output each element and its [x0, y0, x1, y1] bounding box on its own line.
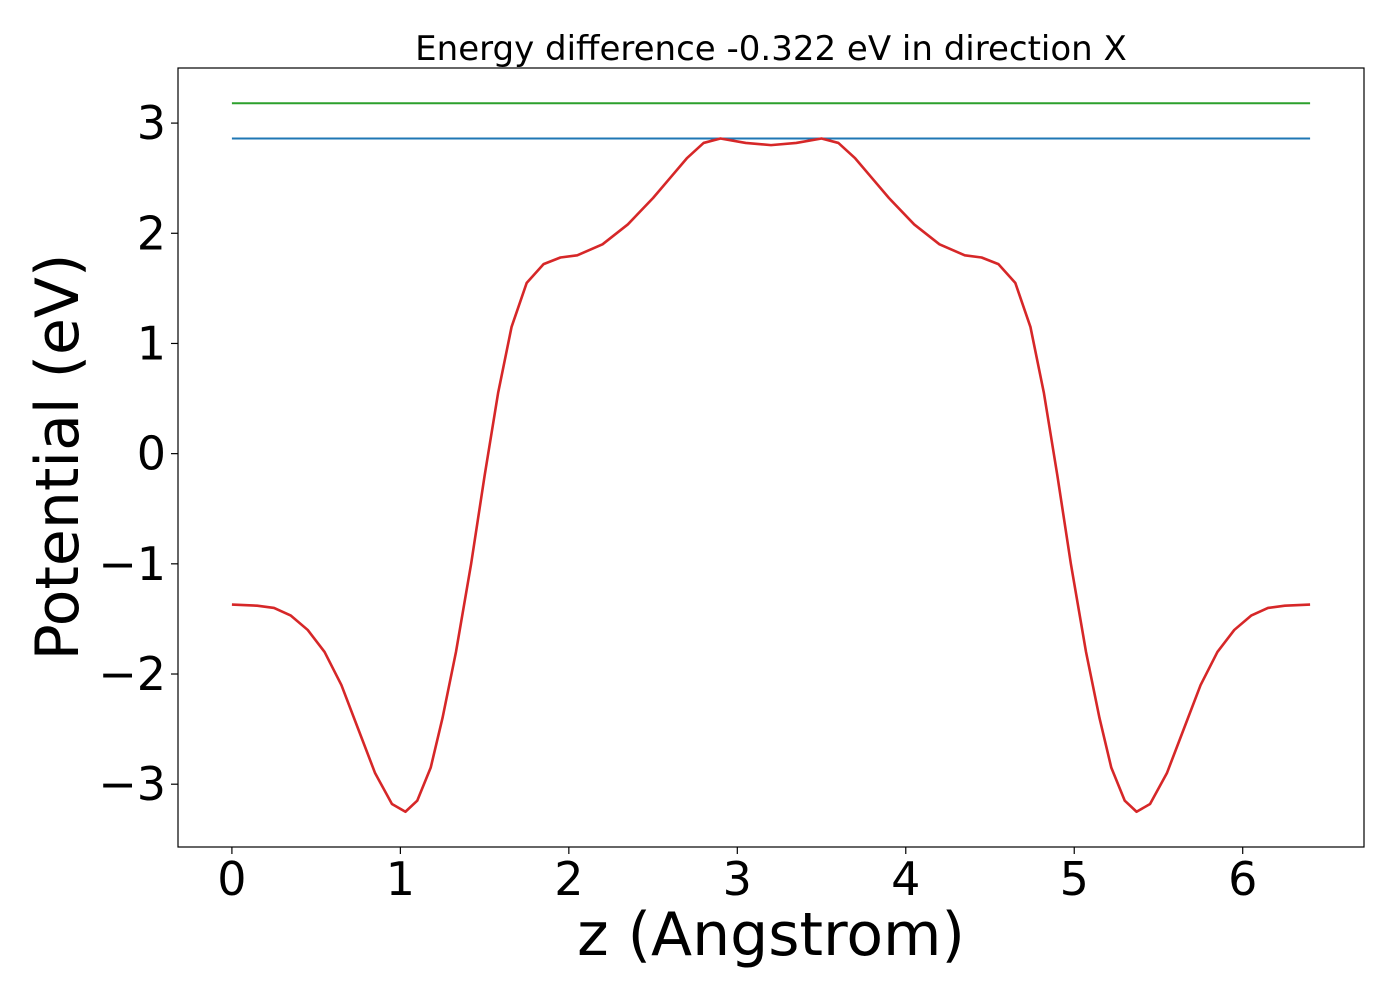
y-tick-label: −2 [98, 647, 166, 701]
y-tick-label: 0 [137, 427, 166, 481]
x-tick-label: 6 [1228, 852, 1257, 906]
y-tick-label: −3 [98, 757, 166, 811]
x-tick-label: 4 [891, 852, 920, 906]
series-line-2 [231, 137, 1311, 814]
y-axis-label: Potential (eV) [23, 254, 93, 661]
y-tick-label: 1 [137, 316, 166, 370]
x-tick-label: 2 [554, 852, 583, 906]
chart-title: Energy difference -0.322 eV in direction… [415, 29, 1127, 69]
plot-frame [177, 67, 1365, 848]
x-tick-label: 5 [1060, 852, 1089, 906]
y-tick-label: 3 [137, 96, 166, 150]
x-tick-label: 1 [386, 852, 415, 906]
x-tick-label: 3 [723, 852, 752, 906]
y-axis: −3 −2 −1 0 1 2 3 [98, 96, 178, 811]
x-tick-label: 0 [217, 852, 246, 906]
x-axis-label: z (Angstrom) [577, 900, 965, 970]
y-tick-label: 2 [137, 206, 166, 260]
series-layer [231, 102, 1311, 814]
y-tick-label: −1 [98, 537, 166, 591]
x-axis: 0 1 2 3 4 5 6 [217, 847, 1257, 906]
